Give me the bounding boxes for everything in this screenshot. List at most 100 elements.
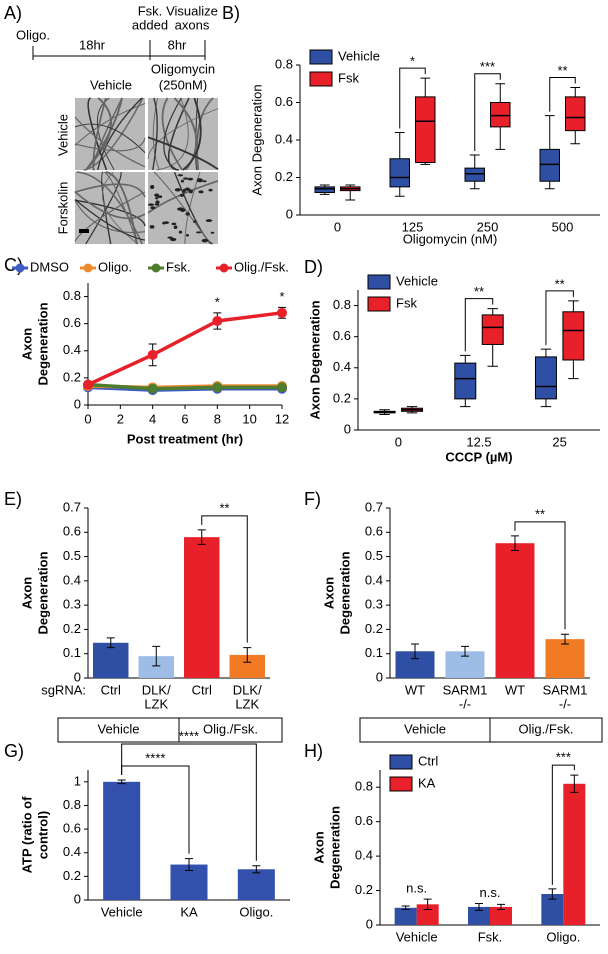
axon-fragment bbox=[149, 225, 155, 229]
axon-fragment bbox=[158, 195, 163, 199]
axon-fragment bbox=[187, 177, 194, 181]
panel-label: G) bbox=[4, 741, 24, 761]
y-axis-label: Degeneration bbox=[327, 806, 342, 889]
panel-label: D) bbox=[304, 257, 323, 277]
legend-swatch bbox=[367, 274, 391, 290]
axon-fragment bbox=[171, 222, 177, 226]
significance-bracket bbox=[545, 290, 574, 346]
x-tick-label: DLK/ bbox=[142, 682, 171, 697]
y-tick-label: 0.1 bbox=[63, 645, 81, 660]
axon-fragment bbox=[205, 219, 213, 223]
y-tick-label: 0 bbox=[376, 669, 383, 684]
axon-fiber bbox=[74, 123, 146, 153]
data-point bbox=[147, 349, 158, 360]
column-label: Oligomycin bbox=[151, 61, 215, 76]
axon-fragment bbox=[170, 237, 177, 242]
x-tick-label: DLK/ bbox=[233, 682, 262, 697]
timeline-label: added bbox=[132, 17, 168, 32]
axon-fragment bbox=[183, 177, 189, 180]
box bbox=[454, 362, 477, 400]
group-label: Vehicle bbox=[404, 721, 446, 736]
axon-fiber bbox=[97, 97, 143, 171]
y-axis-label: Degeneration bbox=[35, 551, 50, 634]
x-tick-label: 10 bbox=[242, 411, 256, 426]
x-tick-label: 0 bbox=[84, 411, 91, 426]
y-tick-label: 0.4 bbox=[355, 848, 373, 863]
y-tick-label: 0.8 bbox=[275, 56, 293, 71]
y-tick-label: 0.5 bbox=[63, 548, 81, 563]
axon-fiber bbox=[74, 191, 146, 220]
significance-label: ** bbox=[219, 500, 229, 515]
axon-fiber bbox=[76, 171, 143, 245]
significance-bracket bbox=[201, 515, 248, 643]
bar bbox=[229, 654, 265, 678]
axon-fragment bbox=[154, 203, 160, 206]
micrograph bbox=[148, 172, 218, 244]
y-tick-label: 0.2 bbox=[365, 621, 383, 636]
axon-fiber bbox=[85, 171, 122, 245]
box bbox=[534, 356, 557, 400]
x-axis-label: Post treatment (hr) bbox=[127, 431, 243, 446]
y-tick-label: 1 bbox=[74, 773, 81, 788]
axon-fiber bbox=[74, 116, 146, 168]
error-bar bbox=[401, 905, 410, 910]
error-bar bbox=[475, 902, 483, 911]
axon-fragment bbox=[210, 231, 215, 234]
axon-fragment bbox=[203, 180, 207, 183]
legend-label: KA bbox=[418, 775, 436, 790]
data-point bbox=[277, 382, 287, 393]
y-tick-label: 0.6 bbox=[63, 315, 81, 330]
y-tick-label: 0 bbox=[366, 916, 373, 931]
significance-label: n.s. bbox=[480, 885, 501, 900]
y-tick-label: 0.2 bbox=[333, 390, 351, 405]
y-tick-label: 0.8 bbox=[63, 288, 81, 303]
axon-fiber bbox=[152, 97, 158, 171]
bar bbox=[468, 906, 490, 925]
axon-fragment bbox=[201, 238, 209, 243]
group-label: Olig./Fsk. bbox=[203, 721, 258, 736]
panel-label: F) bbox=[304, 489, 321, 509]
legend-label: Fsk bbox=[396, 295, 417, 310]
micrographs bbox=[74, 97, 219, 245]
error-bar bbox=[570, 774, 579, 793]
legend-label: Vehicle bbox=[396, 273, 438, 288]
data-point bbox=[147, 383, 158, 394]
axon-fragment bbox=[173, 225, 178, 229]
x-tick-label: WT bbox=[405, 682, 425, 697]
axon-fragment bbox=[177, 207, 184, 211]
error-bar bbox=[106, 637, 115, 649]
axon-fragment bbox=[178, 230, 183, 234]
significance-label: * bbox=[279, 289, 284, 304]
panel-label: A) bbox=[4, 3, 22, 23]
x-tick-label: LZK bbox=[144, 696, 168, 711]
axon-fiber bbox=[92, 97, 107, 171]
y-tick-label: 0.4 bbox=[63, 572, 81, 587]
y-tick-label: 0.2 bbox=[355, 882, 373, 897]
significance-bracket bbox=[549, 77, 576, 112]
legend-marker bbox=[219, 263, 229, 273]
axon-fiber bbox=[173, 171, 213, 245]
y-tick-label: 0.7 bbox=[63, 499, 81, 514]
box bbox=[565, 96, 586, 132]
y-tick-label: 0.4 bbox=[275, 131, 293, 146]
significance-label: *** bbox=[480, 59, 495, 74]
axon-fragment bbox=[182, 188, 186, 193]
y-axis-label: Axon Degeneration bbox=[307, 300, 322, 419]
data-point bbox=[83, 379, 93, 390]
y-axis-label: Degeneration bbox=[337, 551, 352, 634]
y-tick-label: 0.8 bbox=[63, 797, 81, 812]
y-tick-label: 0.2 bbox=[63, 868, 81, 883]
y-tick-label: 0.6 bbox=[365, 524, 383, 539]
row-label: sgRNA: bbox=[41, 682, 86, 697]
y-tick-label: 0.4 bbox=[333, 359, 351, 374]
y-axis-label: Axon bbox=[19, 577, 34, 610]
axon-fragment bbox=[167, 236, 173, 239]
axon-fragment bbox=[177, 174, 184, 177]
column-label: Vehicle bbox=[90, 77, 132, 92]
axon-fiber bbox=[74, 200, 146, 234]
significance-label: ** bbox=[555, 276, 565, 291]
axon-fiber bbox=[74, 137, 146, 152]
y-tick-label: 0.4 bbox=[63, 342, 81, 357]
y-tick-label: 0 bbox=[74, 891, 81, 906]
axon-fragment bbox=[148, 203, 154, 207]
